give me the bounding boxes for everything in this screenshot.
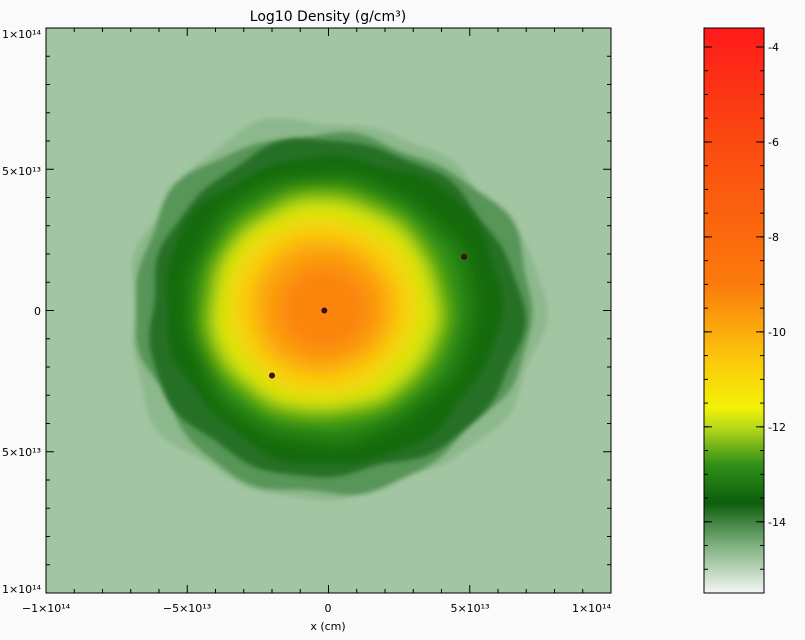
colorbar-tick-label: -10 <box>768 326 786 339</box>
chart-title: Log10 Density (g/cm³) <box>250 9 406 25</box>
y-tick-label: 1×10¹⁴ <box>2 583 42 596</box>
colorbar-tick-label: -4 <box>768 41 779 54</box>
colorbar-frame <box>703 27 765 594</box>
point-source-marker <box>321 307 328 314</box>
colorbar-tick-label: -8 <box>768 231 779 244</box>
colorbar-ticks: -4 -6 -8 -10 -12 -14 <box>704 41 786 594</box>
y-tick-labels: 1×10¹⁴ 5×10¹³ 0 5×10¹³ 1×10¹⁴ <box>2 28 42 596</box>
colorbar-gradient <box>704 28 764 593</box>
y-tick-label: 5×10¹³ <box>2 446 41 459</box>
y-tick-label: 5×10¹³ <box>2 165 41 178</box>
y-tick-label: 1×10¹⁴ <box>2 28 42 41</box>
x-tick-label: −5×10¹³ <box>163 602 211 615</box>
colorbar: -4 -6 -8 -10 -12 -14 <box>703 27 786 594</box>
plot-area <box>46 28 611 593</box>
colorbar-tick-label: -14 <box>768 516 786 529</box>
x-tick-labels: −1×10¹⁴ −5×10¹³ 0 5×10¹³ 1×10¹⁴ <box>22 602 612 615</box>
point-source-marker <box>269 372 275 379</box>
x-axis-ticks <box>45 28 612 593</box>
colorbar-tick-label: -12 <box>768 421 786 434</box>
density-field <box>131 117 548 501</box>
x-tick-label: −1×10¹⁴ <box>22 602 71 615</box>
y-axis-ticks <box>46 27 611 594</box>
y-tick-label: 0 <box>34 305 41 318</box>
x-axis-label: x (cm) <box>310 620 345 633</box>
x-tick-label: 1×10¹⁴ <box>572 602 612 615</box>
colorbar-tick-label: -6 <box>768 136 779 149</box>
point-source-marker <box>461 253 468 260</box>
x-tick-label: 5×10¹³ <box>450 602 489 615</box>
x-tick-label: 0 <box>325 602 332 615</box>
